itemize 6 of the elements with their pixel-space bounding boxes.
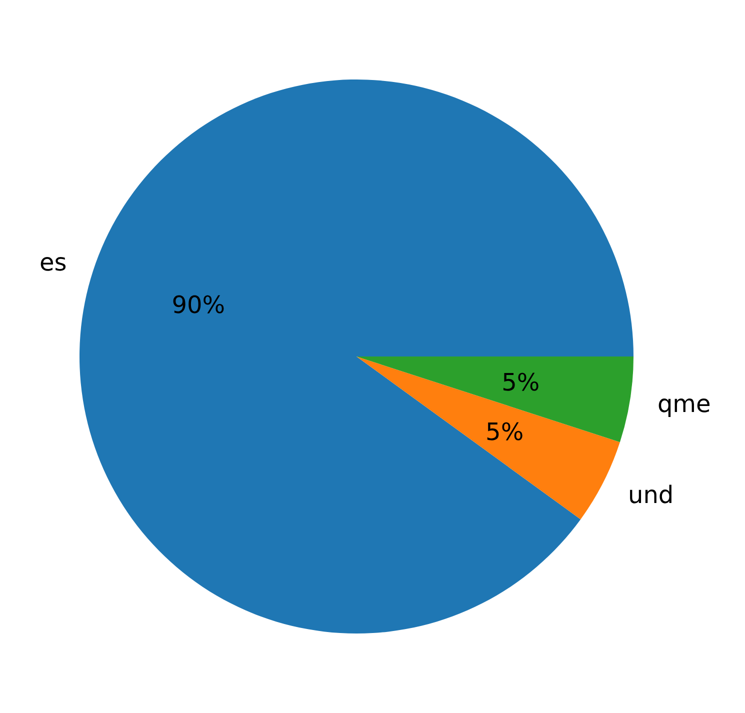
data-label: 5% [502,368,540,396]
slice-label: und [628,480,674,509]
slice-label: es [39,248,67,276]
slice-label: qme [657,390,711,418]
data-label: 5% [486,418,524,446]
data-label: 90% [172,291,226,320]
